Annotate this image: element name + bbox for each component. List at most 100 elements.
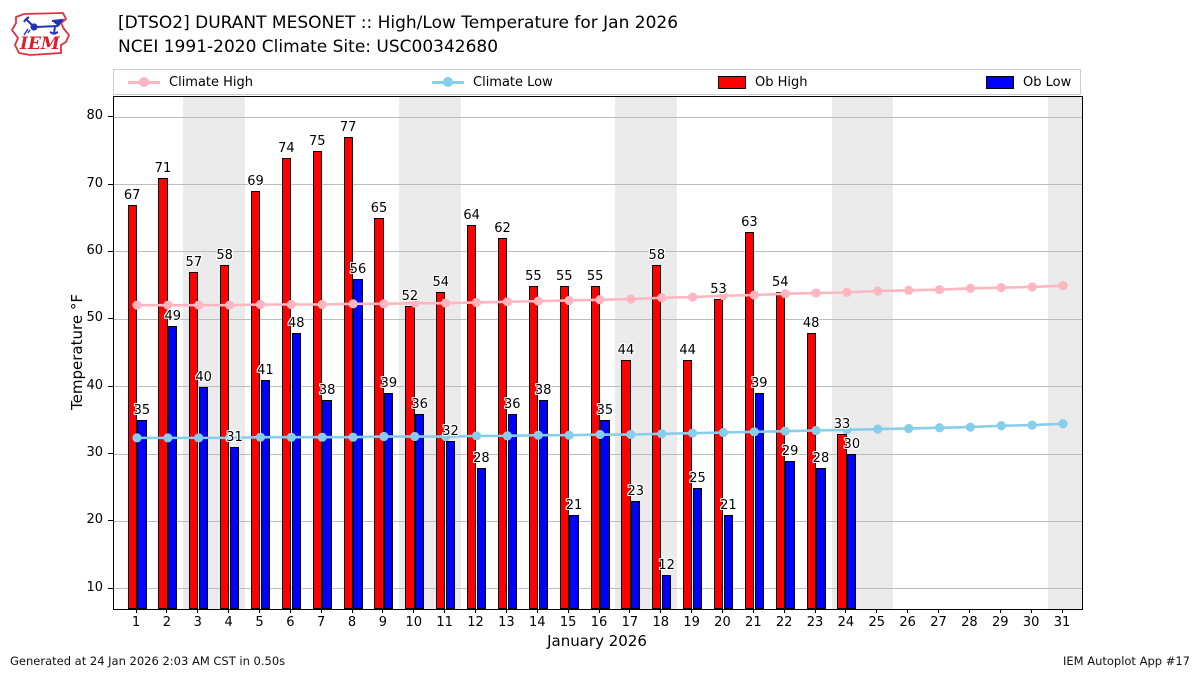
ob-high-value-label: 55 [586,268,604,284]
weekend-shading-band [615,97,647,609]
ob-low-bar [415,413,425,609]
generated-timestamp: Generated at 24 Jan 2026 2:03 AM CST in … [10,654,286,668]
ob-low-value-label: 12 [658,558,675,574]
ob-high-bar [312,150,322,609]
ob-high-value-label: 58 [216,248,233,264]
x-tick-label: 16 [590,615,608,630]
ob-high-value-label: 48 [802,315,820,331]
ob-high-bar [837,433,847,609]
ob-high-value-label: 64 [463,208,480,223]
ob-low-bar [785,460,795,609]
x-axis-label: January 2026 [547,632,647,650]
x-tick-label: 12 [467,615,484,630]
ob-high-bar [467,225,477,609]
ob-high-bar [744,231,755,609]
weekend-shading-band [214,97,246,609]
y-gridline [114,116,1082,118]
legend: Climate High Climate Low Ob High Ob Low [113,69,1081,95]
ob-low-value-label: 39 [750,376,768,392]
ob-low-value-label: 38 [318,383,336,399]
x-tick-mark [783,609,785,613]
ob-high-bar [528,285,539,609]
x-tick-label: 8 [347,615,357,630]
x-tick-mark [721,609,723,613]
ob-low-bar [569,514,579,609]
legend-item-ob-high: Ob High [718,70,808,94]
ob-low-value-label: 30 [843,437,861,453]
weekend-shading-band [831,97,863,609]
x-tick-label: 25 [868,615,886,630]
x-tick-mark [1061,609,1063,613]
weekend-shading-band [1047,97,1082,609]
x-tick-label: 5 [255,615,264,630]
ob-high-value-label: 62 [494,221,511,237]
ob-low-bar [168,326,178,609]
climate-high-marker [965,283,976,293]
y-tick-mark [108,520,113,522]
ob-low-value-label: 21 [720,497,737,513]
ob-low-bar [507,413,517,609]
ob-low-value-label: 25 [689,470,706,486]
ob-low-value-label: 40 [195,369,212,385]
y-tick-label: 40 [86,377,103,393]
legend-item-climate-low: Climate Low [432,70,553,94]
ob-high-bar [250,191,261,609]
iem-logo: IEM [8,4,74,64]
x-tick-mark [444,609,446,613]
ob-low-bar [384,393,394,609]
ob-high-bar-swatch [718,75,746,89]
climate-low-marker [1027,420,1037,430]
ob-high-bar [806,332,816,609]
x-tick-mark [876,609,878,613]
climate-high-line-swatch [128,76,160,88]
chart-subtitle: NCEI 1991-2020 Climate Site: USC00342680 [118,37,499,57]
y-tick-mark [108,587,113,589]
x-tick-mark [598,609,600,613]
y-tick-label: 60 [86,242,103,258]
x-tick-mark [166,609,168,613]
ob-high-bar [713,299,724,609]
ob-high-bar [405,305,415,609]
ob-high-bar [343,137,353,609]
y-tick-label: 70 [86,175,103,191]
x-tick-mark [382,609,384,613]
ob-low-bar [723,514,733,609]
x-tick-mark [475,609,477,613]
x-tick-mark [320,609,322,613]
chart-title: [DTSO2] DURANT MESONET :: High/Low Tempe… [118,13,679,33]
ob-low-value-label: 28 [473,450,490,466]
legend-item-ob-low: Ob Low [986,70,1071,94]
x-tick-label: 21 [745,615,762,630]
x-tick-mark [536,609,538,613]
ob-high-value-label: 54 [432,275,450,291]
ob-high-value-label: 58 [648,248,666,264]
ob-low-value-label: 36 [411,396,428,412]
ob-low-bar-swatch [986,75,1014,89]
y-tick-label: 30 [86,445,103,461]
x-tick-label: 18 [652,615,669,630]
x-tick-mark [907,609,909,613]
ob-high-value-label: 55 [555,268,573,284]
ob-high-bar [436,292,446,609]
x-tick-mark [258,609,260,613]
ob-high-bar [590,285,600,609]
plot-area: 67 71 57 58 69 74 75 77 65 52 54 64 62 55 55 55 44 58 44 53… [113,96,1083,610]
x-tick-label: 22 [775,615,793,630]
climate-high-marker [688,292,698,302]
ob-low-value-label: 39 [380,376,398,392]
ob-low-value-label: 32 [442,423,459,439]
x-tick-mark [413,609,415,613]
x-tick-mark [691,609,693,613]
x-tick-label: 15 [559,615,577,630]
ob-high-bar [683,359,693,609]
x-tick-label: 26 [899,615,916,630]
ob-high-value-label: 54 [772,275,789,291]
autoplot-app-credit: IEM Autoplot App #17 [1062,654,1190,668]
weekend-shading-band [430,97,462,609]
y-gridline [114,184,1082,186]
ob-low-value-label: 28 [812,450,830,466]
ob-low-bar [538,400,548,609]
legend-label-ob-high: Ob High [755,74,808,90]
ob-high-bar [158,177,168,609]
x-tick-mark [845,609,847,613]
